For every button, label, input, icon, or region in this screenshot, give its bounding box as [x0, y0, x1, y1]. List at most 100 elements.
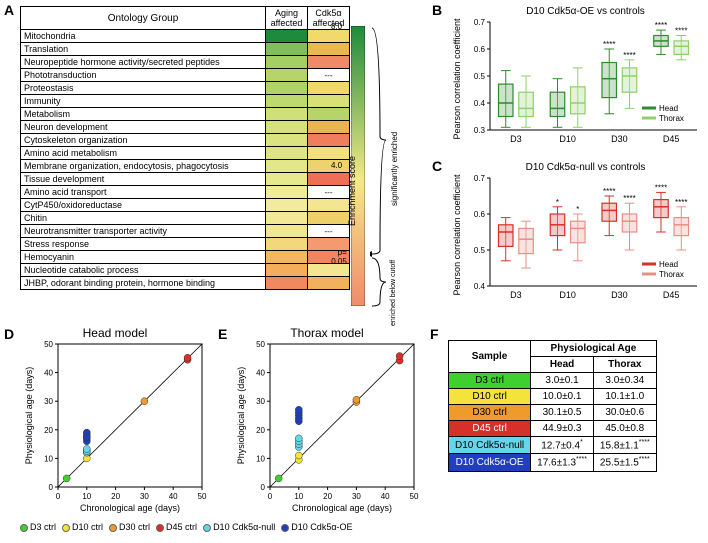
svg-text:D30: D30 — [611, 134, 628, 144]
table-row: Neuron development — [21, 121, 350, 134]
aging-cell — [266, 264, 308, 277]
table-row: JHBP, odorant binding protein, hormone b… — [21, 277, 350, 290]
ontology-name: Hemocyanin — [21, 251, 266, 264]
head-cell: 44.9±0.3 — [531, 421, 594, 437]
head-cell: 30.1±0.5 — [531, 405, 594, 421]
table-row: Cytoskeleton organization — [21, 134, 350, 147]
head-cell: 3.0±0.1 — [531, 373, 594, 389]
panel-b: D10 Cdk5α-OE vs controls0.30.40.50.60.7P… — [448, 4, 703, 154]
svg-text:D3: D3 — [510, 290, 522, 300]
sample-cell: D30 ctrl — [449, 405, 531, 421]
svg-text:0.4: 0.4 — [474, 282, 486, 291]
table-row: Stress response — [21, 238, 350, 251]
cdk5a-cell — [308, 121, 350, 134]
panel-f-label: F — [430, 326, 439, 342]
ontology-name: Amino acid transport — [21, 186, 266, 199]
svg-text:0.5: 0.5 — [474, 72, 486, 81]
th-physio: Physiological Age — [531, 341, 657, 357]
svg-text:50: 50 — [198, 492, 207, 501]
th-head: Head — [531, 357, 594, 373]
ontology-name: Amino acid metabolism — [21, 147, 266, 160]
aging-cell — [266, 134, 308, 147]
table-row: Proteostasis — [21, 82, 350, 95]
svg-text:D3: D3 — [510, 134, 522, 144]
aging-cell — [266, 95, 308, 108]
legend-item: D45 ctrl — [156, 522, 197, 532]
colorbar: 8.0 4.0 p= 0.05 Enrichment score — [351, 26, 365, 306]
table-row: CytP450/oxidoreductase — [21, 199, 350, 212]
cb-label: Enrichment score — [347, 156, 357, 226]
svg-text:20: 20 — [44, 426, 53, 435]
svg-text:*: * — [556, 198, 559, 207]
svg-text:****: **** — [623, 51, 635, 60]
aging-cell — [266, 173, 308, 186]
aging-cell — [266, 82, 308, 95]
panel-d: Head model 0102030405001020304050Chronol… — [20, 326, 210, 516]
svg-text:0: 0 — [268, 492, 273, 501]
svg-text:40: 40 — [381, 492, 390, 501]
ontology-name: Immunity — [21, 95, 266, 108]
table-row: D3 ctrl3.0±0.13.0±0.34 — [449, 373, 657, 389]
svg-text:Physiological age (days): Physiological age (days) — [236, 367, 246, 465]
aging-cell — [266, 30, 308, 43]
th-sample: Sample — [449, 341, 531, 373]
table-row: Tissue development — [21, 173, 350, 186]
svg-text:Chronological age (days): Chronological age (days) — [80, 503, 180, 513]
table-row: D45 ctrl44.9±0.345.0±0.8 — [449, 421, 657, 437]
th-aging: Aging affected — [266, 7, 308, 30]
svg-text:Head: Head — [659, 104, 678, 113]
svg-text:30: 30 — [140, 492, 149, 501]
aging-cell — [266, 212, 308, 225]
table-row: Amino acid transport--- — [21, 186, 350, 199]
svg-text:0.4: 0.4 — [474, 99, 486, 108]
cdk5a-cell — [308, 212, 350, 225]
ontology-name: Chitin — [21, 212, 266, 225]
aging-cell — [266, 69, 308, 82]
head-cell: 12.7±0.4* — [531, 437, 594, 454]
dot-legend: D3 ctrlD10 ctrlD30 ctrlD45 ctrlD10 Cdk5α… — [20, 522, 430, 532]
aging-cell — [266, 121, 308, 134]
th-ontology: Ontology Group — [21, 7, 266, 30]
thorax-cell: 25.5±1.5**** — [593, 454, 656, 471]
svg-text:30: 30 — [352, 492, 361, 501]
head-cell: 10.0±0.1 — [531, 389, 594, 405]
table-row: Chitin — [21, 212, 350, 225]
svg-text:10: 10 — [294, 492, 303, 501]
svg-text:40: 40 — [44, 369, 53, 378]
cdk5a-cell — [308, 82, 350, 95]
svg-text:50: 50 — [410, 492, 419, 501]
panel-f: Sample Physiological Age Head Thorax D3 … — [448, 340, 657, 472]
svg-text:*: * — [576, 205, 579, 214]
head-cell: 17.6±1.3**** — [531, 454, 594, 471]
thorax-cell: 30.0±0.6 — [593, 405, 656, 421]
thorax-model-title: Thorax model — [232, 326, 422, 340]
table-row: Neuropeptide hormone activity/secreted p… — [21, 56, 350, 69]
panel-c-label: C — [432, 158, 442, 174]
cdk5a-cell — [308, 134, 350, 147]
panel-a: Ontology Group Aging affected Cdk5α affe… — [6, 4, 426, 290]
aging-cell — [266, 251, 308, 264]
cb-tick-mid: 4.0 — [331, 161, 342, 170]
svg-text:50: 50 — [44, 340, 53, 349]
svg-text:D10: D10 — [559, 290, 576, 300]
ontology-name: Proteostasis — [21, 82, 266, 95]
cdk5a-cell — [308, 147, 350, 160]
svg-text:0.3: 0.3 — [474, 126, 486, 135]
table-row: D10 Cdk5α-null12.7±0.4*15.8±1.1**** — [449, 437, 657, 454]
ontology-name: Membrane organization, endocytosis, phag… — [21, 160, 266, 173]
table-row: Translation — [21, 43, 350, 56]
cdk5a-cell: --- — [308, 225, 350, 238]
cb-tick-top: 8.0 — [331, 22, 342, 31]
svg-text:20: 20 — [323, 492, 332, 501]
svg-text:0: 0 — [56, 492, 61, 501]
ontology-name: Neuron development — [21, 121, 266, 134]
svg-text:Head: Head — [659, 260, 678, 269]
cdk5a-cell: --- — [308, 69, 350, 82]
cdk5a-cell — [308, 173, 350, 186]
svg-text:****: **** — [655, 183, 667, 192]
aging-cell — [266, 56, 308, 69]
svg-text:30: 30 — [256, 397, 265, 406]
aging-cell — [266, 225, 308, 238]
svg-text:Chronological age (days): Chronological age (days) — [292, 503, 392, 513]
cdk5a-cell — [308, 95, 350, 108]
